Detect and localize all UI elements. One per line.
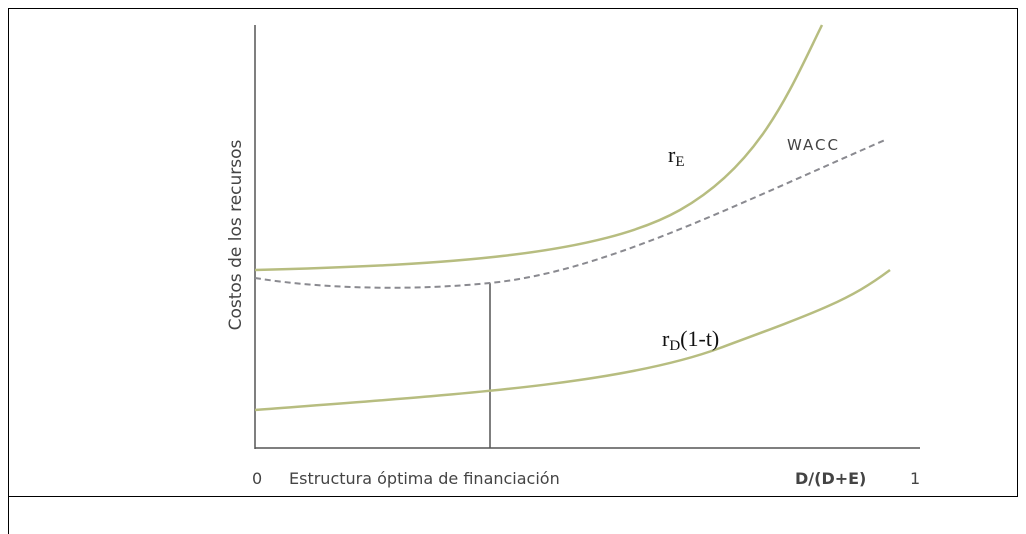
wacc-label: WACC	[787, 136, 840, 154]
x-start: 0	[252, 469, 262, 488]
y-axis-label: Costos de los recursos	[226, 139, 246, 330]
x-end: 1	[910, 469, 920, 488]
x-variable: D/(D+E)	[795, 469, 866, 488]
debt-curve	[254, 268, 891, 412]
debt-label-sub: D	[669, 338, 680, 354]
debt-label: rD(1-t)	[662, 326, 719, 354]
debt-label-base: r	[662, 326, 670, 351]
equity-label-base: r	[668, 142, 676, 167]
frame	[8, 8, 1018, 497]
x-axis-label: Estructura óptima de financiación	[289, 469, 560, 488]
equity-curve	[254, 24, 824, 272]
debt-label-rest: (1-t)	[680, 326, 719, 351]
equity-label-sub: E	[675, 154, 684, 170]
equity-label: rE	[668, 142, 685, 170]
